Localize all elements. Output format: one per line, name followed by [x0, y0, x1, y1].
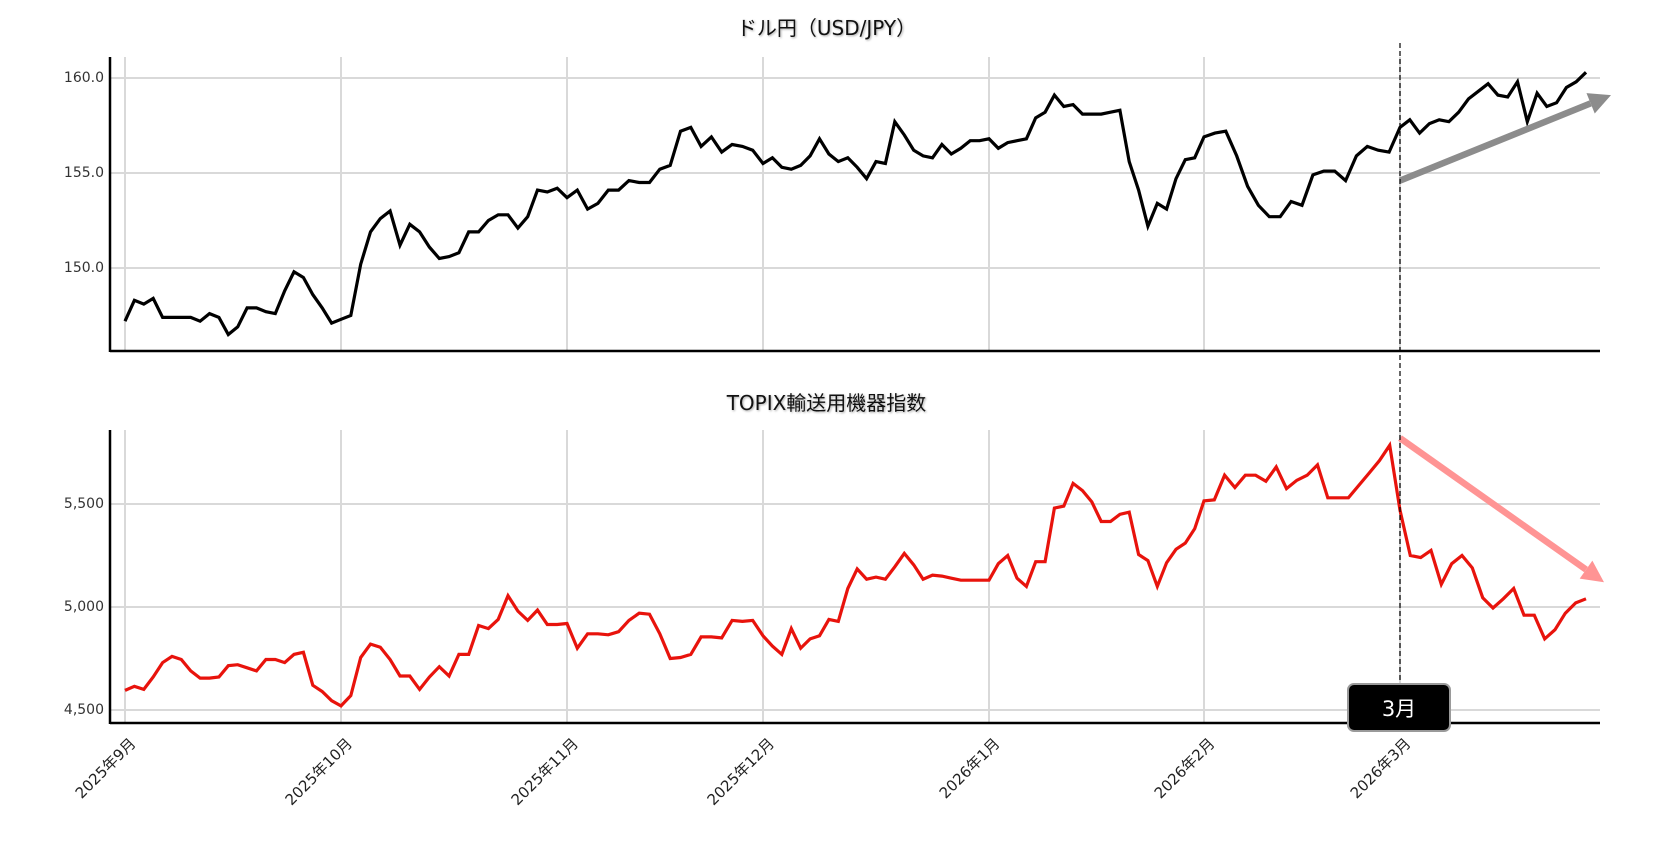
usdjpy-line — [123, 71, 1588, 337]
down-trend-arrow-head — [1579, 560, 1604, 583]
up-trend-arrow-shaft — [1398, 100, 1592, 184]
topix-ytick-5000: 5,000 — [63, 599, 104, 615]
up-trend-arrow-head — [1586, 93, 1611, 114]
topix-chart-title: TOPIX輸送用機器指数 — [726, 391, 927, 415]
usdjpy-ytick-160: 160.0 — [63, 70, 104, 86]
usdjpy-chart-title: ドル円（USD/JPY） — [736, 16, 917, 40]
topix-ytick-4500: 4,500 — [63, 702, 104, 718]
usdjpy-ytick-155: 155.0 — [63, 165, 104, 181]
march-marker-badge: 3月 — [1347, 683, 1451, 732]
topix-line — [124, 441, 1587, 708]
topix-ytick-5500: 5,500 — [63, 496, 104, 512]
usdjpy-ytick-150: 150.0 — [63, 260, 104, 276]
down-trend-arrow-shaft — [1398, 435, 1588, 573]
